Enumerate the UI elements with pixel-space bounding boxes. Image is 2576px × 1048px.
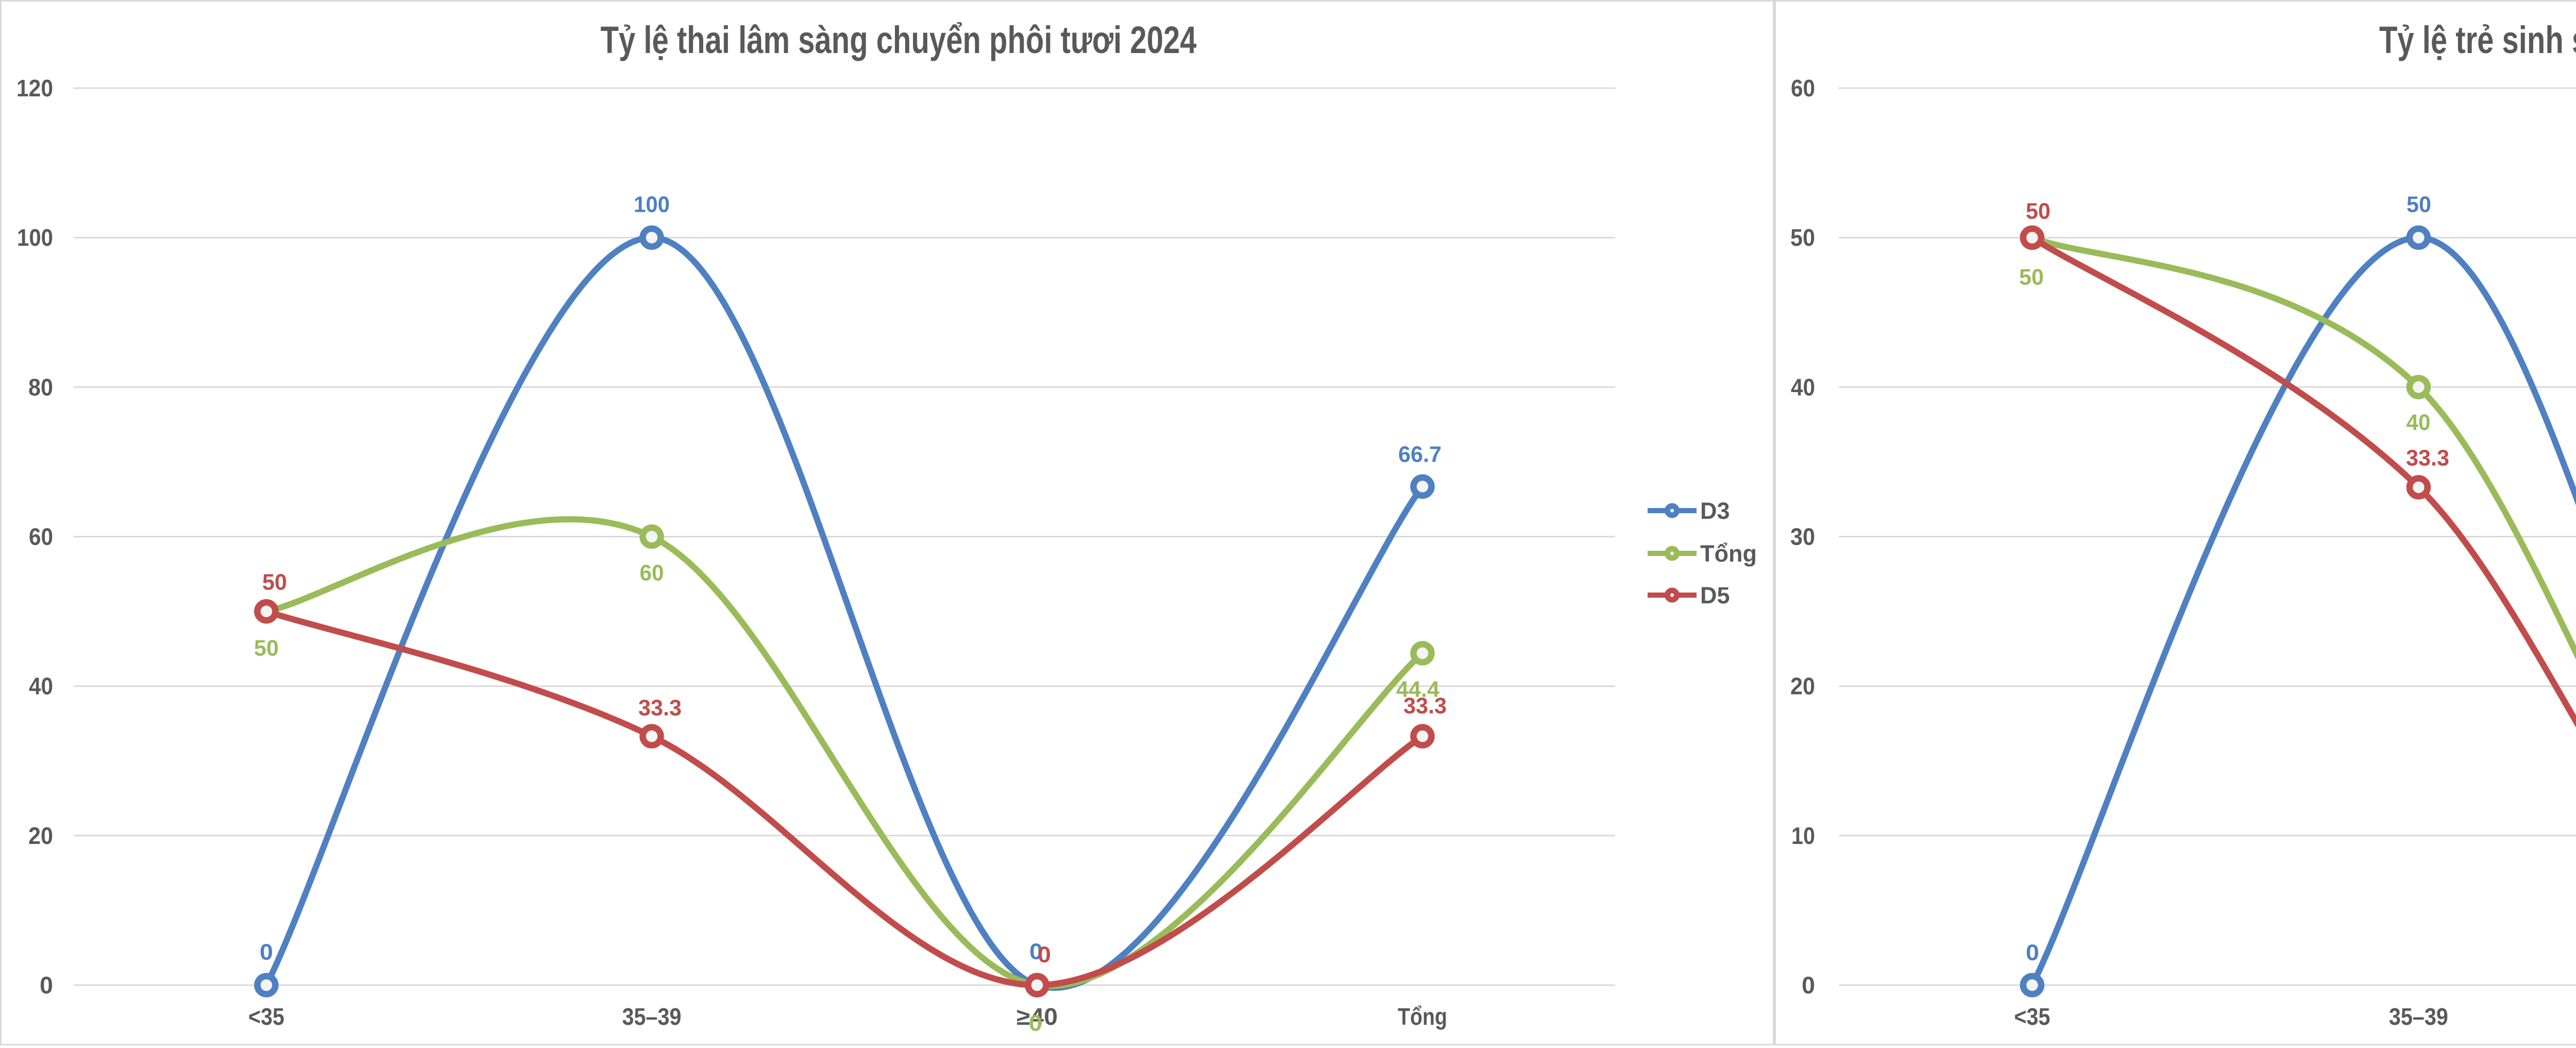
svg-text:60: 60 bbox=[640, 561, 664, 586]
svg-text:Tỷ lệ thai lâm sàng chuyển phô: Tỷ lệ thai lâm sàng chuyển phôi tươi 202… bbox=[601, 19, 1197, 61]
svg-text:60: 60 bbox=[1791, 75, 1815, 102]
svg-text:66.7: 66.7 bbox=[1398, 442, 1442, 467]
svg-text:35–39: 35–39 bbox=[2389, 1003, 2448, 1030]
svg-text:40: 40 bbox=[29, 673, 53, 700]
svg-text:<35: <35 bbox=[248, 1003, 284, 1030]
svg-text:D3: D3 bbox=[1700, 498, 1730, 524]
svg-text:0: 0 bbox=[40, 972, 53, 999]
svg-text:Tổng: Tổng bbox=[1700, 540, 1757, 567]
svg-text:0: 0 bbox=[1802, 972, 1815, 999]
svg-text:120: 120 bbox=[16, 75, 53, 102]
svg-text:80: 80 bbox=[28, 374, 53, 400]
svg-text:60: 60 bbox=[29, 523, 53, 550]
svg-text:Tỷ lệ trẻ sinh sống chuyển phô: Tỷ lệ trẻ sinh sống chuyển phôi tươi 202… bbox=[2379, 19, 2576, 61]
svg-text:33.3: 33.3 bbox=[2406, 446, 2449, 471]
svg-text:50: 50 bbox=[1790, 224, 1815, 251]
svg-text:20: 20 bbox=[1790, 673, 1815, 700]
svg-text:D5: D5 bbox=[1700, 582, 1730, 608]
svg-text:50: 50 bbox=[2026, 199, 2050, 224]
svg-text:10: 10 bbox=[1791, 822, 1815, 849]
svg-text:30: 30 bbox=[1790, 523, 1815, 550]
svg-text:0: 0 bbox=[1029, 1011, 1042, 1036]
svg-text:<35: <35 bbox=[2014, 1003, 2050, 1030]
svg-text:40: 40 bbox=[1791, 374, 1815, 400]
svg-text:0: 0 bbox=[260, 940, 273, 965]
svg-text:50: 50 bbox=[2406, 192, 2431, 217]
svg-text:100: 100 bbox=[17, 224, 53, 251]
svg-text:20: 20 bbox=[28, 822, 53, 849]
svg-text:33.3: 33.3 bbox=[638, 696, 682, 721]
svg-text:Tổng: Tổng bbox=[1398, 1003, 1447, 1030]
svg-text:50: 50 bbox=[254, 636, 279, 661]
svg-text:40: 40 bbox=[2406, 410, 2431, 435]
svg-text:33.3: 33.3 bbox=[1403, 694, 1447, 719]
svg-text:0: 0 bbox=[2026, 940, 2039, 966]
svg-text:35–39: 35–39 bbox=[622, 1003, 682, 1030]
svg-text:50: 50 bbox=[262, 570, 287, 595]
svg-text:100: 100 bbox=[634, 192, 670, 217]
svg-text:0: 0 bbox=[1038, 942, 1051, 968]
svg-text:50: 50 bbox=[2019, 265, 2044, 290]
